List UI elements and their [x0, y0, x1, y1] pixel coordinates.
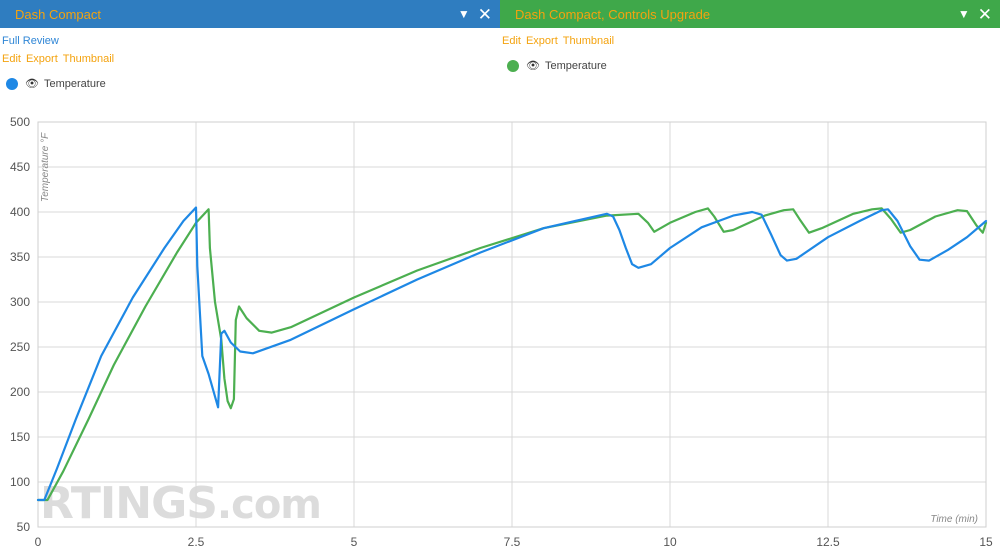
rtings-watermark: RTINGS.com — [40, 478, 322, 529]
y-tick-label: 150 — [10, 430, 30, 444]
panel-2-actions: Edit Export Thumbnail — [502, 35, 614, 47]
x-tick-label: 10 — [663, 535, 677, 549]
panel-tab-dash-compact[interactable]: Dash Compact ▼ ✕ — [0, 0, 500, 28]
panel-controls: ▼ ✕ — [958, 0, 992, 28]
edit-link[interactable]: Edit — [2, 53, 21, 65]
series-color-dot — [507, 59, 519, 72]
y-tick-label: 250 — [10, 340, 30, 354]
x-tick-label: 2.5 — [188, 535, 205, 549]
close-icon[interactable]: ✕ — [477, 4, 492, 24]
y-tick-label: 200 — [10, 385, 30, 399]
panel-tab-dash-compact-controls-upgrade[interactable]: Dash Compact, Controls Upgrade ▼ ✕ — [500, 0, 1000, 28]
series-color-dot — [6, 77, 18, 90]
legend-label: Temperature — [43, 77, 106, 90]
series-line-dash-compact — [36, 206, 988, 502]
watermark-suffix: .com — [216, 482, 322, 528]
y-tick-label: 500 — [10, 115, 30, 129]
y-tick-label: 100 — [10, 475, 30, 489]
eye-icon[interactable]: 👁 — [526, 60, 540, 72]
legend-item-panel-2[interactable]: 👁 Temperature — [507, 59, 607, 72]
chart-grid — [37, 121, 987, 528]
triangle-down-icon[interactable]: ▼ — [957, 7, 970, 21]
export-link[interactable]: Export — [525, 35, 558, 47]
x-tick-label: 15 — [979, 535, 993, 549]
panel-title: Dash Compact, Controls Upgrade — [515, 6, 711, 22]
y-tick-label: 300 — [10, 295, 30, 309]
x-axis-ticks: 0 2.5 5 7.5 10 12.5 15 — [35, 535, 993, 549]
y-tick-label: 450 — [10, 160, 30, 174]
export-link[interactable]: Export — [25, 53, 58, 65]
y-tick-label: 350 — [10, 250, 30, 264]
panel-title: Dash Compact — [15, 6, 101, 22]
legend-item-panel-1[interactable]: 👁 Temperature — [6, 77, 106, 90]
plot-area-border — [37, 121, 987, 528]
x-tick-label: 12.5 — [816, 535, 840, 549]
edit-link[interactable]: Edit — [502, 35, 521, 47]
chart-series — [36, 206, 988, 502]
y-axis-ticks: 50 100 150 200 250 300 350 400 450 500 — [10, 115, 30, 534]
x-tick-label: 0 — [35, 535, 42, 549]
y-tick-label: 400 — [10, 205, 30, 219]
thumbnail-link[interactable]: Thumbnail — [62, 53, 115, 65]
x-axis-label: Time (min) — [930, 514, 978, 525]
eye-icon[interactable]: 👁 — [25, 78, 39, 90]
full-review-link[interactable]: Full Review — [2, 35, 59, 47]
x-tick-label: 7.5 — [504, 535, 521, 549]
panel-1-actions: Edit Export Thumbnail — [2, 53, 114, 65]
legend-label: Temperature — [544, 59, 607, 72]
thumbnail-link[interactable]: Thumbnail — [562, 35, 615, 47]
triangle-down-icon[interactable]: ▼ — [457, 7, 470, 21]
close-icon[interactable]: ✕ — [977, 4, 992, 24]
y-tick-label: 50 — [17, 520, 31, 534]
panel-controls: ▼ ✕ — [458, 0, 492, 28]
watermark-main: RTINGS — [40, 478, 218, 529]
x-tick-label: 5 — [351, 535, 358, 549]
y-axis-label: Temperature °F — [40, 132, 51, 202]
